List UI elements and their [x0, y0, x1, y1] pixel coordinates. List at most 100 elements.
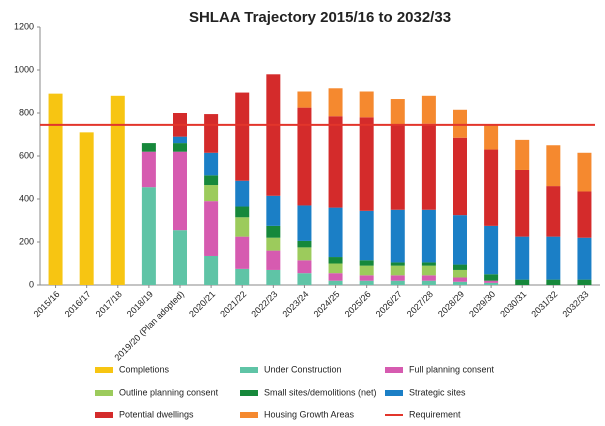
bar-segment — [359, 280, 374, 285]
bar-segment — [204, 201, 219, 256]
bar-segment — [453, 264, 467, 270]
bar-segment — [297, 260, 312, 274]
bar-segment — [235, 180, 250, 207]
bar-segment — [515, 279, 530, 285]
bar-segment — [141, 187, 156, 285]
bar-segment — [204, 175, 219, 186]
x-tick-label: 2029/30 — [467, 289, 497, 319]
bar-segment — [484, 149, 499, 226]
bar-segment — [266, 237, 281, 251]
bar-segment — [421, 262, 436, 266]
bar-segment — [141, 143, 156, 152]
bar-segment — [577, 191, 592, 238]
bar-segment — [297, 273, 312, 285]
bar-segment — [421, 275, 436, 281]
bar-segment — [546, 236, 561, 280]
bar-segment — [173, 230, 187, 285]
x-tick-label: 2017/18 — [94, 289, 124, 319]
bar-segment — [421, 209, 436, 263]
bar-segment — [546, 186, 561, 237]
bar-segment — [173, 136, 187, 144]
y-tick-label: 1000 — [14, 64, 34, 74]
x-tick-label: 2032/33 — [560, 289, 590, 319]
bar-segment — [390, 275, 405, 281]
legend-swatch — [385, 390, 403, 396]
bar-segment — [328, 263, 343, 274]
bar-segment — [266, 250, 281, 270]
legend-label: Potential dwellings — [119, 409, 194, 419]
bar-segment — [421, 265, 436, 276]
bar-segment — [297, 240, 312, 248]
legend-label: Requirement — [409, 409, 461, 419]
bar-segment — [173, 143, 187, 152]
bar-segment — [390, 265, 405, 276]
bar-segment — [484, 225, 499, 275]
legend-swatch — [95, 390, 113, 396]
x-tick-label: 2020/21 — [187, 289, 217, 319]
legend-swatch — [240, 412, 258, 418]
bar-segment — [204, 152, 219, 176]
bar-segment — [577, 237, 592, 280]
bar-segment — [266, 74, 281, 196]
bar-segment — [359, 91, 374, 118]
x-tick-label: 2025/26 — [343, 289, 373, 319]
x-tick-label: 2023/24 — [280, 289, 310, 319]
legend-label: Full planning consent — [409, 364, 495, 374]
x-tick-label: 2022/23 — [249, 289, 279, 319]
bar-segment — [79, 132, 94, 285]
bar-segment — [453, 269, 467, 278]
bar-segment — [390, 124, 405, 210]
bar-segment — [390, 262, 405, 266]
y-tick-label: 200 — [19, 236, 34, 246]
bar-segment — [141, 151, 156, 188]
bar-segment — [48, 93, 63, 286]
bar-segment — [577, 152, 592, 192]
y-tick-label: 0 — [29, 279, 34, 289]
bar-segment — [235, 236, 250, 269]
legend-label: Under Construction — [264, 364, 342, 374]
bar-segment — [359, 265, 374, 276]
bar-segment — [546, 279, 561, 285]
bar-segment — [204, 185, 219, 202]
y-tick-label: 800 — [19, 107, 34, 117]
x-tick-label: 2015/16 — [32, 289, 62, 319]
bar-segment — [328, 257, 343, 264]
bar-segment — [235, 92, 250, 181]
bar-segment — [328, 273, 343, 281]
legend-swatch — [240, 367, 258, 373]
bar-segment — [453, 137, 467, 216]
bar-segment — [390, 209, 405, 263]
bar-segment — [297, 91, 312, 108]
bar-segment — [235, 206, 250, 218]
bar-segment — [484, 124, 499, 150]
legend-label: Strategic sites — [409, 387, 466, 397]
bar-segment — [421, 280, 436, 285]
bar-segment — [266, 269, 281, 285]
x-tick-label: 2016/17 — [63, 289, 93, 319]
legend-label: Housing Growth Areas — [264, 409, 355, 419]
bar-segment — [235, 217, 250, 237]
bar-segment — [359, 117, 374, 211]
legend-swatch — [385, 367, 403, 373]
bar-segment — [110, 95, 125, 285]
bar-segment — [577, 279, 592, 285]
x-tick-label: 2030/31 — [498, 289, 528, 319]
bar-segment — [515, 236, 530, 280]
bar-segment — [297, 107, 312, 206]
bar-segment — [390, 99, 405, 125]
x-tick-label: 2031/32 — [529, 289, 559, 319]
bar-segment — [297, 247, 312, 261]
bar-segment — [515, 139, 530, 170]
y-tick-label: 1200 — [14, 21, 34, 31]
legend-swatch — [95, 367, 113, 373]
bar-segment — [390, 280, 405, 285]
legend-swatch — [240, 390, 258, 396]
bar-segment — [328, 88, 343, 117]
bar-segment — [359, 260, 374, 266]
bar-segment — [173, 151, 187, 231]
legend-label: Completions — [119, 364, 170, 374]
y-tick-label: 600 — [19, 150, 34, 160]
chart-title: SHLAA Trajectory 2015/16 to 2032/33 — [189, 9, 451, 26]
bar-segment — [204, 255, 219, 285]
